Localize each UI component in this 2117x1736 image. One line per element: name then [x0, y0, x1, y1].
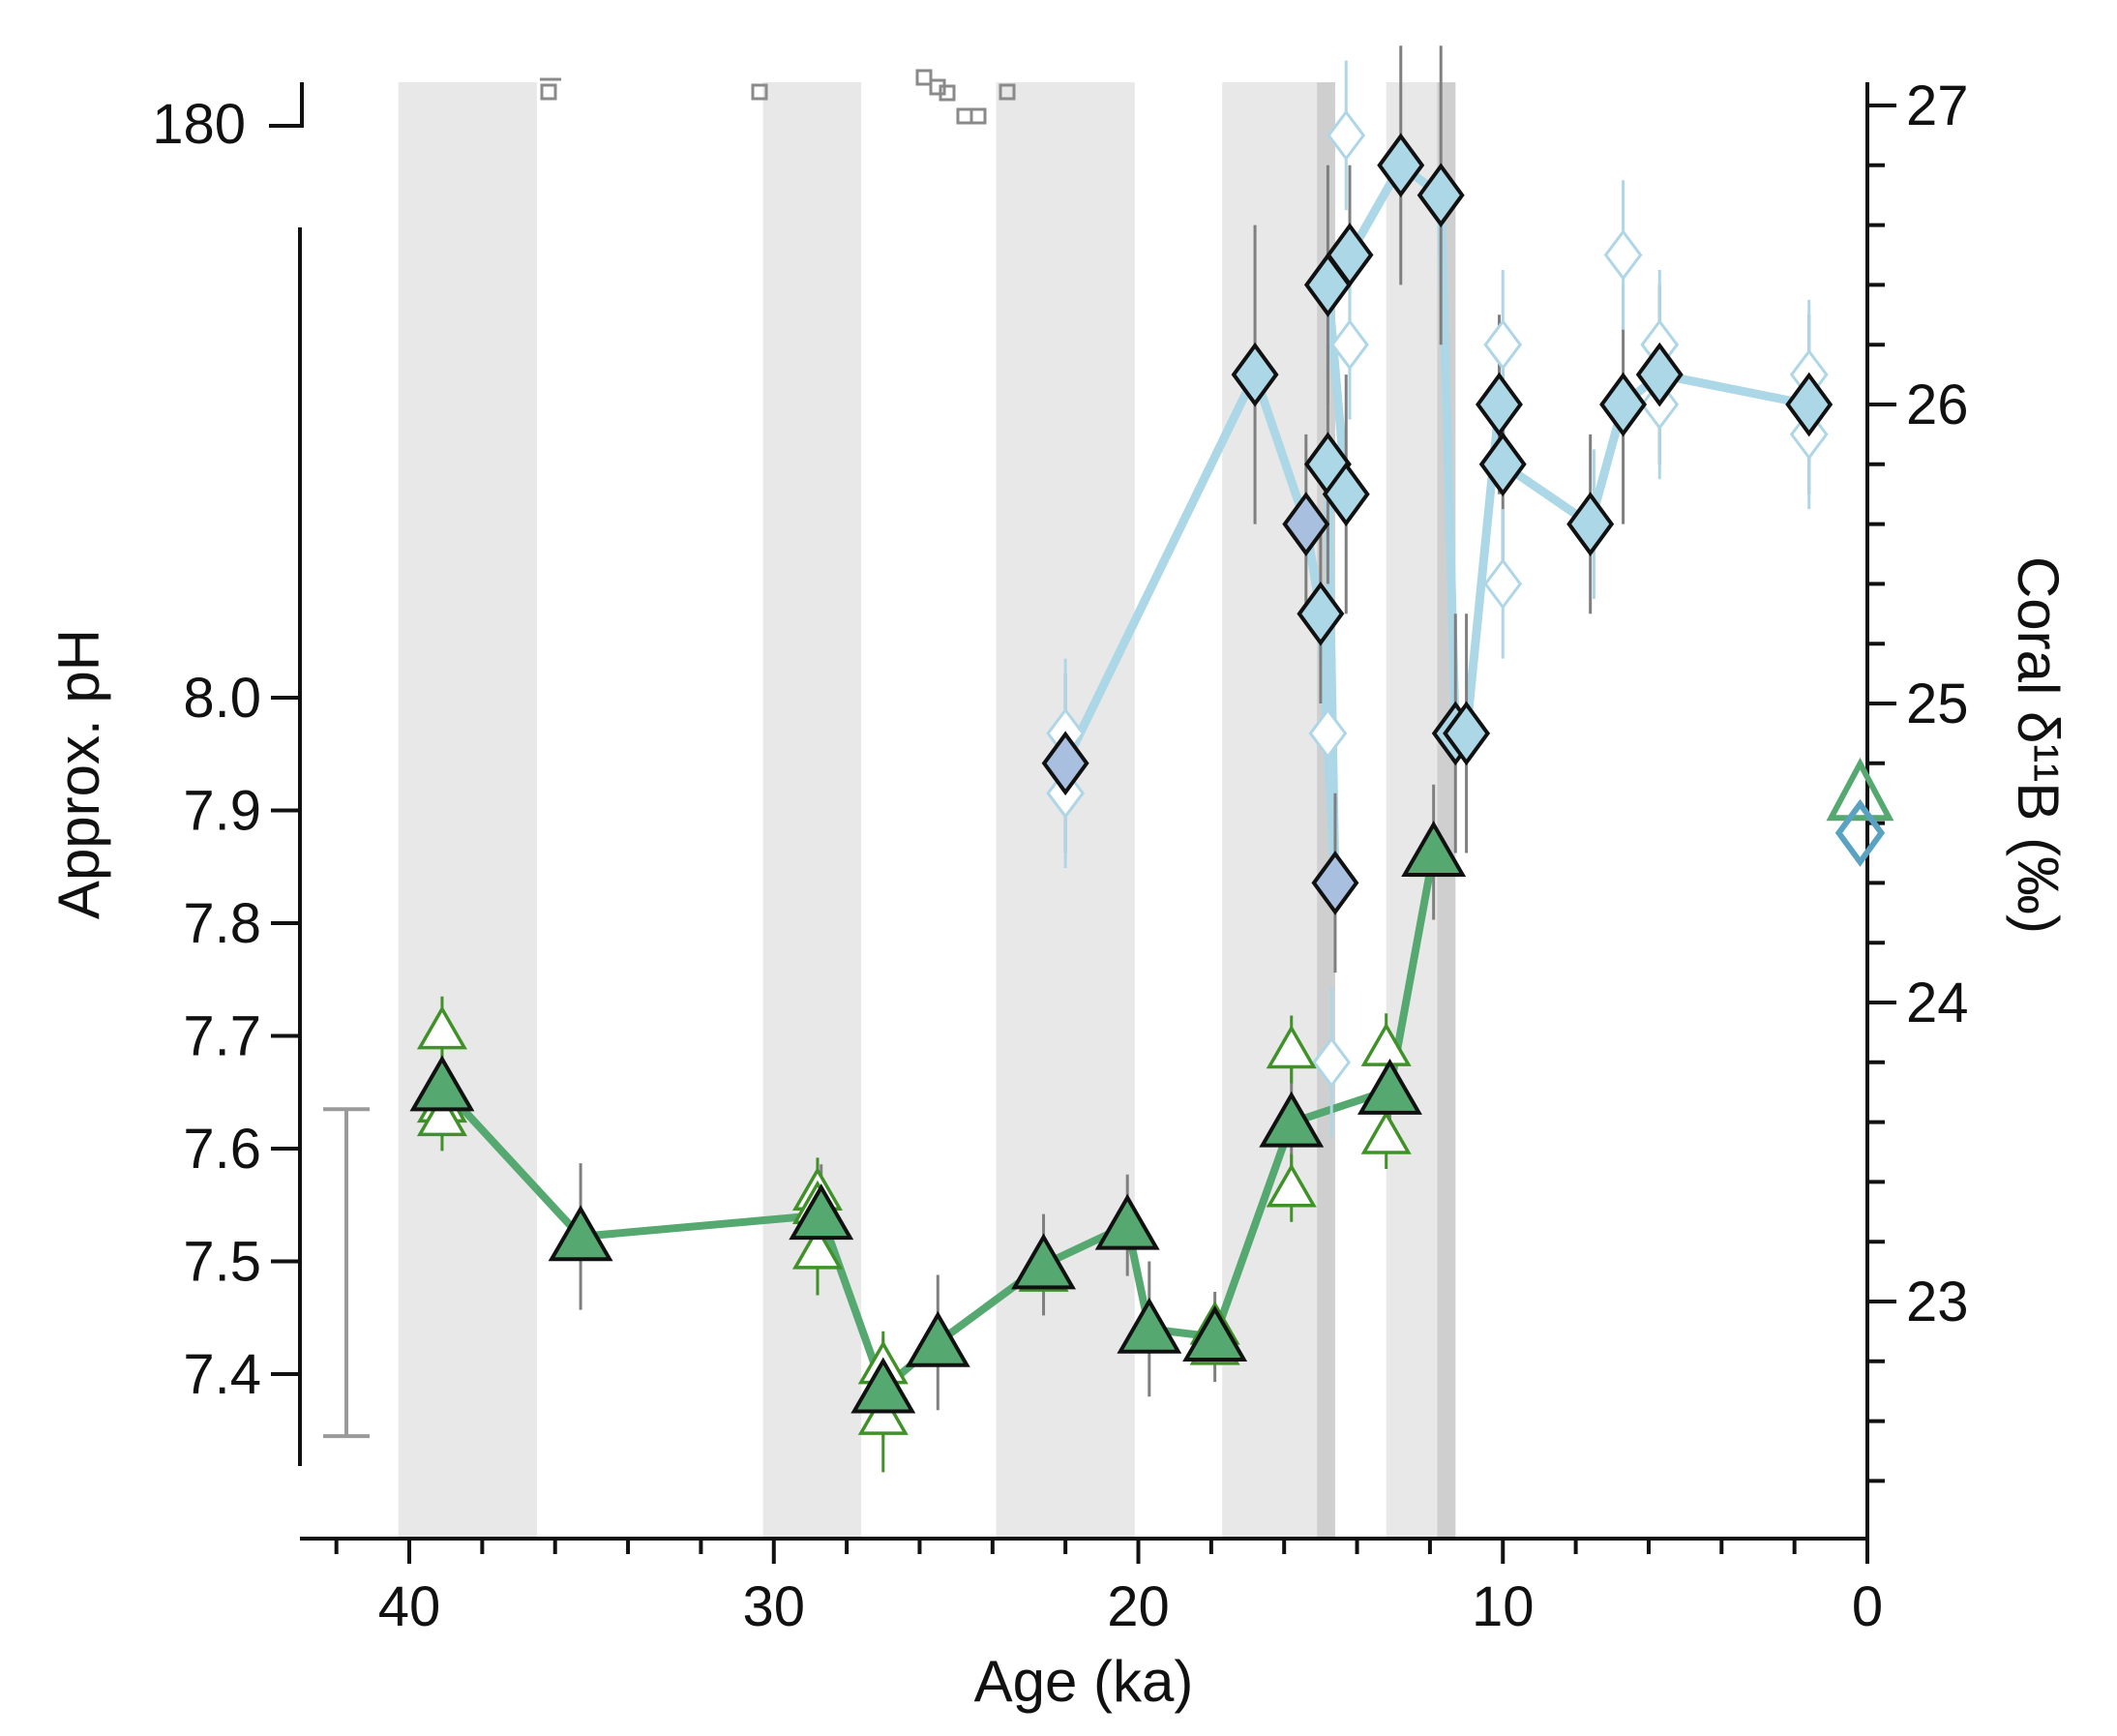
filled-diamond-marker	[1478, 432, 1527, 497]
top-panel-square	[956, 107, 973, 125]
filled-diamond-marker	[1282, 492, 1330, 556]
open-triangle-marker	[416, 1092, 467, 1137]
top-panel-tick-label: 180	[152, 93, 246, 156]
top-panel-axis	[269, 82, 304, 128]
x-tick-label: 40	[378, 1575, 441, 1638]
y-axis-left-title: Approx. pH	[46, 629, 111, 919]
open-diamond-marker	[1312, 1036, 1352, 1089]
y-right-tick-label: 23	[1906, 1271, 1969, 1333]
filled-diamond-marker	[1231, 342, 1279, 407]
filled-diamond-marker	[1635, 342, 1684, 407]
y-left-tick-label: 7.4	[183, 1343, 261, 1406]
y-right-tick-label: 24	[1906, 972, 1969, 1034]
filled-diamond-marker	[1566, 492, 1615, 556]
open-diamond-marker	[1483, 557, 1523, 610]
filled-diamond-marker	[1326, 223, 1374, 287]
y-left-tick-label: 7.6	[183, 1118, 261, 1181]
open-triangle-marker	[1266, 1024, 1317, 1069]
y-right-tick-label: 26	[1906, 374, 1969, 436]
open-triangle-marker	[1266, 1163, 1317, 1208]
open-triangle-marker	[791, 1225, 844, 1270]
open-diamond-marker	[1327, 109, 1366, 162]
top-panel-square	[999, 83, 1016, 101]
open-triangle-marker	[1360, 1110, 1412, 1154]
y-axis-right-title: Coral δ¹¹B (‰)	[2006, 556, 2071, 934]
filled-diamond-marker	[1322, 462, 1370, 527]
top-panel-square	[939, 84, 956, 102]
data-markers	[409, 109, 1894, 1435]
y-left-tick-label: 7.5	[183, 1231, 261, 1294]
modern-diamond-marker	[1834, 798, 1886, 867]
filled-triangle-marker	[905, 1310, 970, 1367]
filled-triangle-marker	[1357, 1058, 1422, 1115]
shaded-interval-1	[762, 82, 862, 1539]
filled-triangle-marker	[789, 1183, 854, 1241]
filled-triangle-marker	[548, 1205, 613, 1262]
top-panel-square	[915, 69, 933, 86]
modern-triangle-marker	[1826, 757, 1894, 822]
open-diamond-marker	[1603, 229, 1643, 281]
x-tick-label: 10	[1472, 1575, 1535, 1638]
filled-diamond-marker	[1416, 163, 1465, 228]
filled-diamond-marker	[1297, 581, 1345, 646]
filled-triangle-marker	[1094, 1193, 1160, 1250]
top-panel-square	[751, 83, 768, 101]
y-right-tick-label: 25	[1906, 673, 1969, 735]
filled-diamond-marker	[1377, 133, 1425, 198]
filled-triangle-marker	[1182, 1304, 1248, 1362]
open-triangle-marker	[1360, 1022, 1412, 1066]
open-triangle-marker	[416, 1005, 467, 1050]
x-tick-label: 30	[743, 1575, 806, 1638]
filled-triangle-marker	[850, 1357, 916, 1414]
filled-diamond-marker	[1041, 731, 1089, 796]
shaded-interval-0	[398, 82, 537, 1539]
filled-diamond-marker	[1443, 701, 1491, 766]
x-tick-label: 0	[1852, 1575, 1883, 1638]
x-tick-label: 20	[1107, 1575, 1170, 1638]
axes: 7.4 7.5 7.6 7.7 7.8 7.9 8.0 23 24 25 26 27 40 30 20 10 0	[183, 75, 1968, 1638]
filled-triangle-marker	[1401, 821, 1467, 878]
y-right-tick-label: 27	[1906, 75, 1969, 137]
shaded-interval-3	[1222, 82, 1318, 1539]
series-line-triangle	[438, 851, 1438, 1393]
filled-triangle-marker	[1117, 1297, 1182, 1354]
open-diamond-marker	[1330, 318, 1369, 371]
open-diamond-marker	[1483, 318, 1523, 371]
filled-diamond-marker	[1599, 372, 1648, 437]
y-left-tick-label: 8.0	[183, 667, 261, 730]
filled-diamond-marker	[1785, 372, 1834, 437]
open-diamond-marker	[1308, 707, 1348, 760]
shaded-intervals	[398, 69, 1456, 1539]
filled-diamond-marker	[1311, 851, 1359, 915]
x-axis-title: Age (ka)	[974, 1649, 1194, 1714]
filled-diamond-marker	[1476, 372, 1523, 437]
filled-triangle-marker	[1011, 1233, 1077, 1290]
y-left-tick-label: 7.8	[183, 892, 261, 955]
y-left-tick-label: 7.7	[183, 1005, 261, 1068]
top-panel-square	[969, 107, 987, 125]
top-panel-square	[540, 83, 557, 101]
filled-triangle-marker	[1259, 1091, 1325, 1148]
filled-triangle-marker	[409, 1055, 475, 1112]
open-triangle-marker	[857, 1391, 909, 1435]
y-left-tick-label: 7.9	[183, 780, 261, 843]
